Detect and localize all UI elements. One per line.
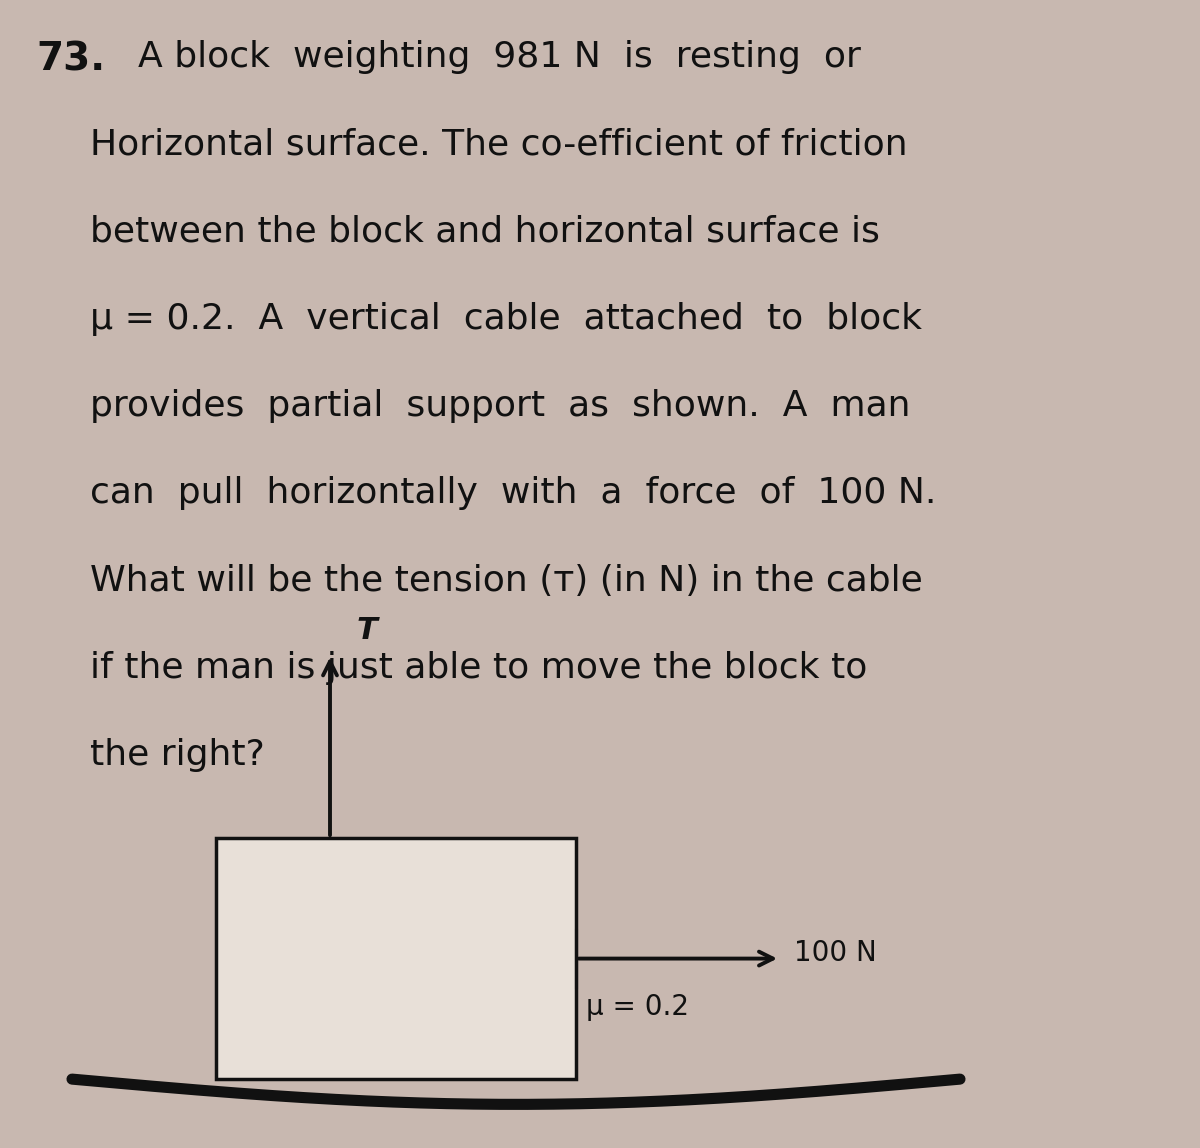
Text: 73.: 73. [36,40,106,78]
Bar [216,838,576,1079]
Text: the right?: the right? [90,738,265,773]
Text: A block  weighting  981 N  is  resting  or: A block weighting 981 N is resting or [138,40,860,75]
Text: between the block and horizontal surface is: between the block and horizontal surface… [90,215,880,249]
Text: if the man is just able to move the block to: if the man is just able to move the bloc… [90,651,868,685]
Text: μ = 0.2.  A  vertical  cable  attached  to  block: μ = 0.2. A vertical cable attached to bl… [90,302,922,336]
Text: Horizontal surface. The co-efficient of friction: Horizontal surface. The co-efficient of … [90,127,907,162]
Text: provides  partial  support  as  shown.  A  man: provides partial support as shown. A man [90,389,911,424]
Text: can  pull  horizontally  with  a  force  of  100 N.: can pull horizontally with a force of 10… [90,476,936,511]
Text: 100 N: 100 N [794,939,877,967]
Text: T: T [356,616,377,645]
Text: μ = 0.2: μ = 0.2 [586,993,689,1021]
Text: What will be the tension (ᴛ) (in N) in the cable: What will be the tension (ᴛ) (in N) in t… [90,564,923,598]
